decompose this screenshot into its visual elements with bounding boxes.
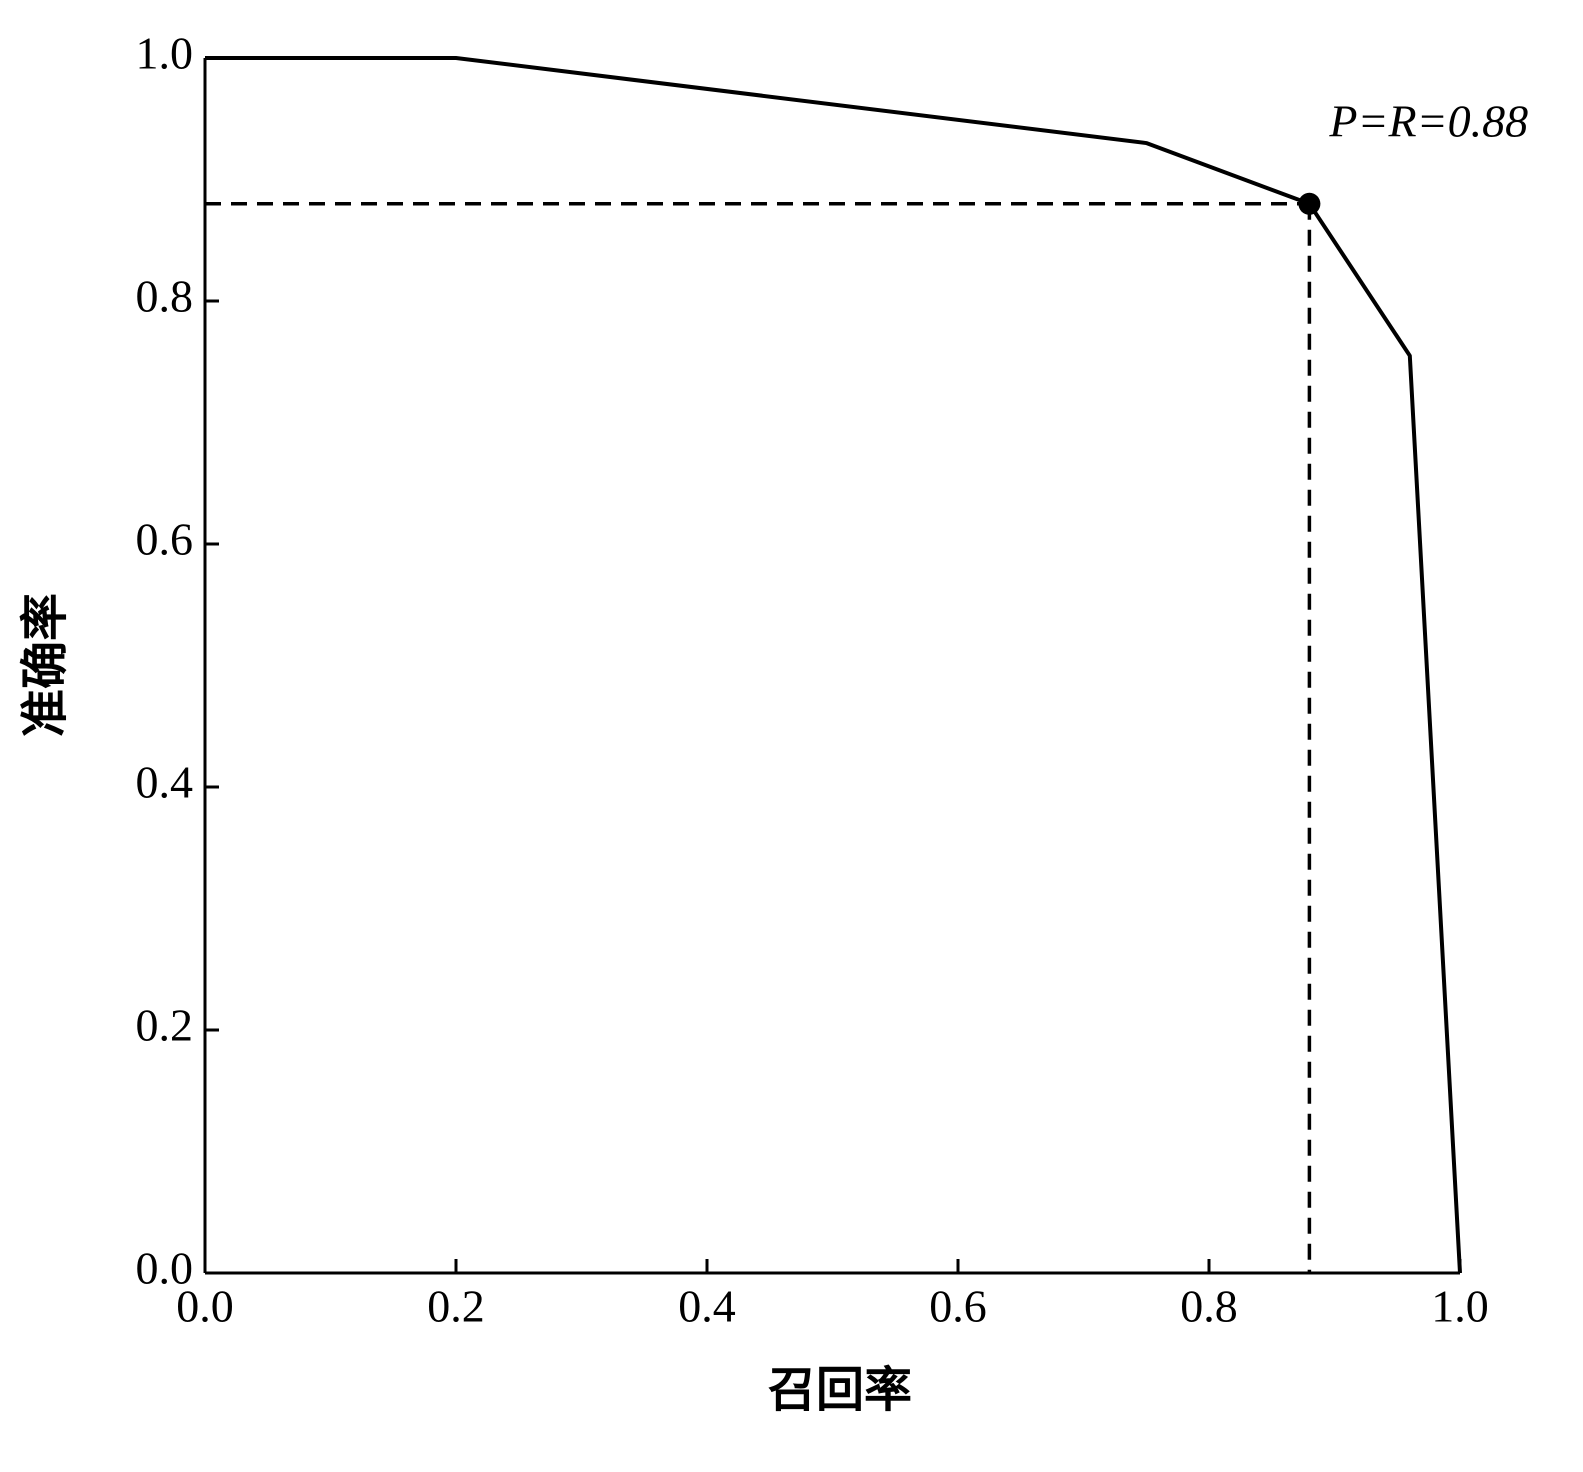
y-tick-label: 0.4 xyxy=(136,757,194,808)
x-tick-label: 0.4 xyxy=(678,1281,736,1332)
y-tick-label: 0.2 xyxy=(136,1000,194,1051)
marker xyxy=(1298,192,1321,215)
x-axis-title: 召回率 xyxy=(768,1364,912,1417)
x-tick-label: 0.8 xyxy=(1180,1281,1238,1332)
x-tick-label: 1.0 xyxy=(1431,1281,1489,1332)
y-axis-title: 准确率 xyxy=(19,593,72,737)
x-tick-label: 0.2 xyxy=(427,1281,485,1332)
y-tick-label: 0.6 xyxy=(136,514,194,565)
line xyxy=(205,56,1462,1274)
x-tick-label: 0.6 xyxy=(929,1281,987,1332)
y-tick-label: 0.8 xyxy=(136,271,194,322)
x-tick-label: 0.0 xyxy=(176,1281,234,1332)
y-tick-label: 0.0 xyxy=(136,1243,194,1294)
annotation: P=R=0.88 xyxy=(1328,95,1528,146)
y-tick-label: 1.0 xyxy=(136,28,194,79)
